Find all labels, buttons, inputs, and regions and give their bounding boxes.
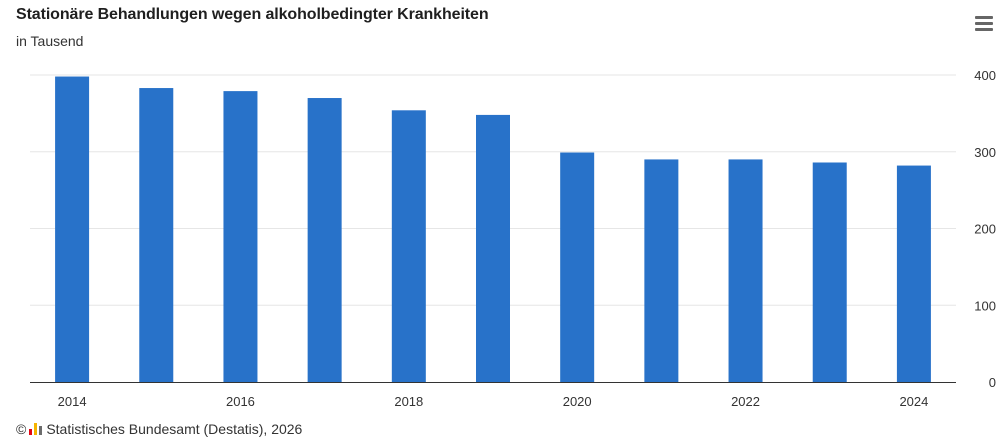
x-tick-label: 2022 bbox=[731, 394, 760, 409]
bar-2019[interactable] bbox=[476, 114, 510, 382]
bar-2015[interactable] bbox=[139, 88, 174, 383]
chart-title: Stationäre Behandlungen wegen alkoholbed… bbox=[16, 6, 489, 23]
bar-2023[interactable] bbox=[812, 162, 847, 382]
chart-subtitle: in Tausend bbox=[16, 33, 84, 49]
x-tick-label: 2018 bbox=[394, 394, 423, 409]
x-axis-labels: 2014 2016 2018 2020 2022 2024 bbox=[58, 394, 929, 409]
y-tick-label: 100 bbox=[974, 298, 996, 313]
y-tick-label: 200 bbox=[974, 222, 996, 237]
bar-2017[interactable] bbox=[307, 98, 342, 383]
copyright-symbol: © bbox=[16, 421, 27, 437]
source-text: Statistisches Bundesamt (Destatis), 2026 bbox=[46, 421, 303, 437]
bars bbox=[55, 76, 931, 383]
x-tick-label: 2014 bbox=[58, 394, 87, 409]
bar-2021[interactable] bbox=[644, 159, 679, 382]
x-tick-label: 2024 bbox=[899, 394, 928, 409]
hamburger-menu-icon[interactable] bbox=[972, 12, 996, 36]
y-tick-label: 400 bbox=[974, 68, 996, 83]
y-axis-labels: 0 100 200 300 400 bbox=[974, 68, 996, 390]
source-line: © Statistisches Bundesamt (Destatis), 20… bbox=[16, 421, 302, 437]
x-tick-label: 2016 bbox=[226, 394, 255, 409]
bar-2024[interactable] bbox=[896, 165, 931, 382]
bar-2020[interactable] bbox=[560, 152, 595, 382]
x-tick-label: 2020 bbox=[563, 394, 592, 409]
y-tick-label: 300 bbox=[974, 145, 996, 160]
bar-2018[interactable] bbox=[391, 110, 426, 383]
destatis-logo-icon bbox=[29, 423, 43, 435]
bar-2016[interactable] bbox=[223, 91, 258, 383]
y-tick-label: 0 bbox=[989, 375, 996, 390]
bar-2022[interactable] bbox=[728, 159, 763, 382]
bar-2014[interactable] bbox=[55, 76, 90, 382]
